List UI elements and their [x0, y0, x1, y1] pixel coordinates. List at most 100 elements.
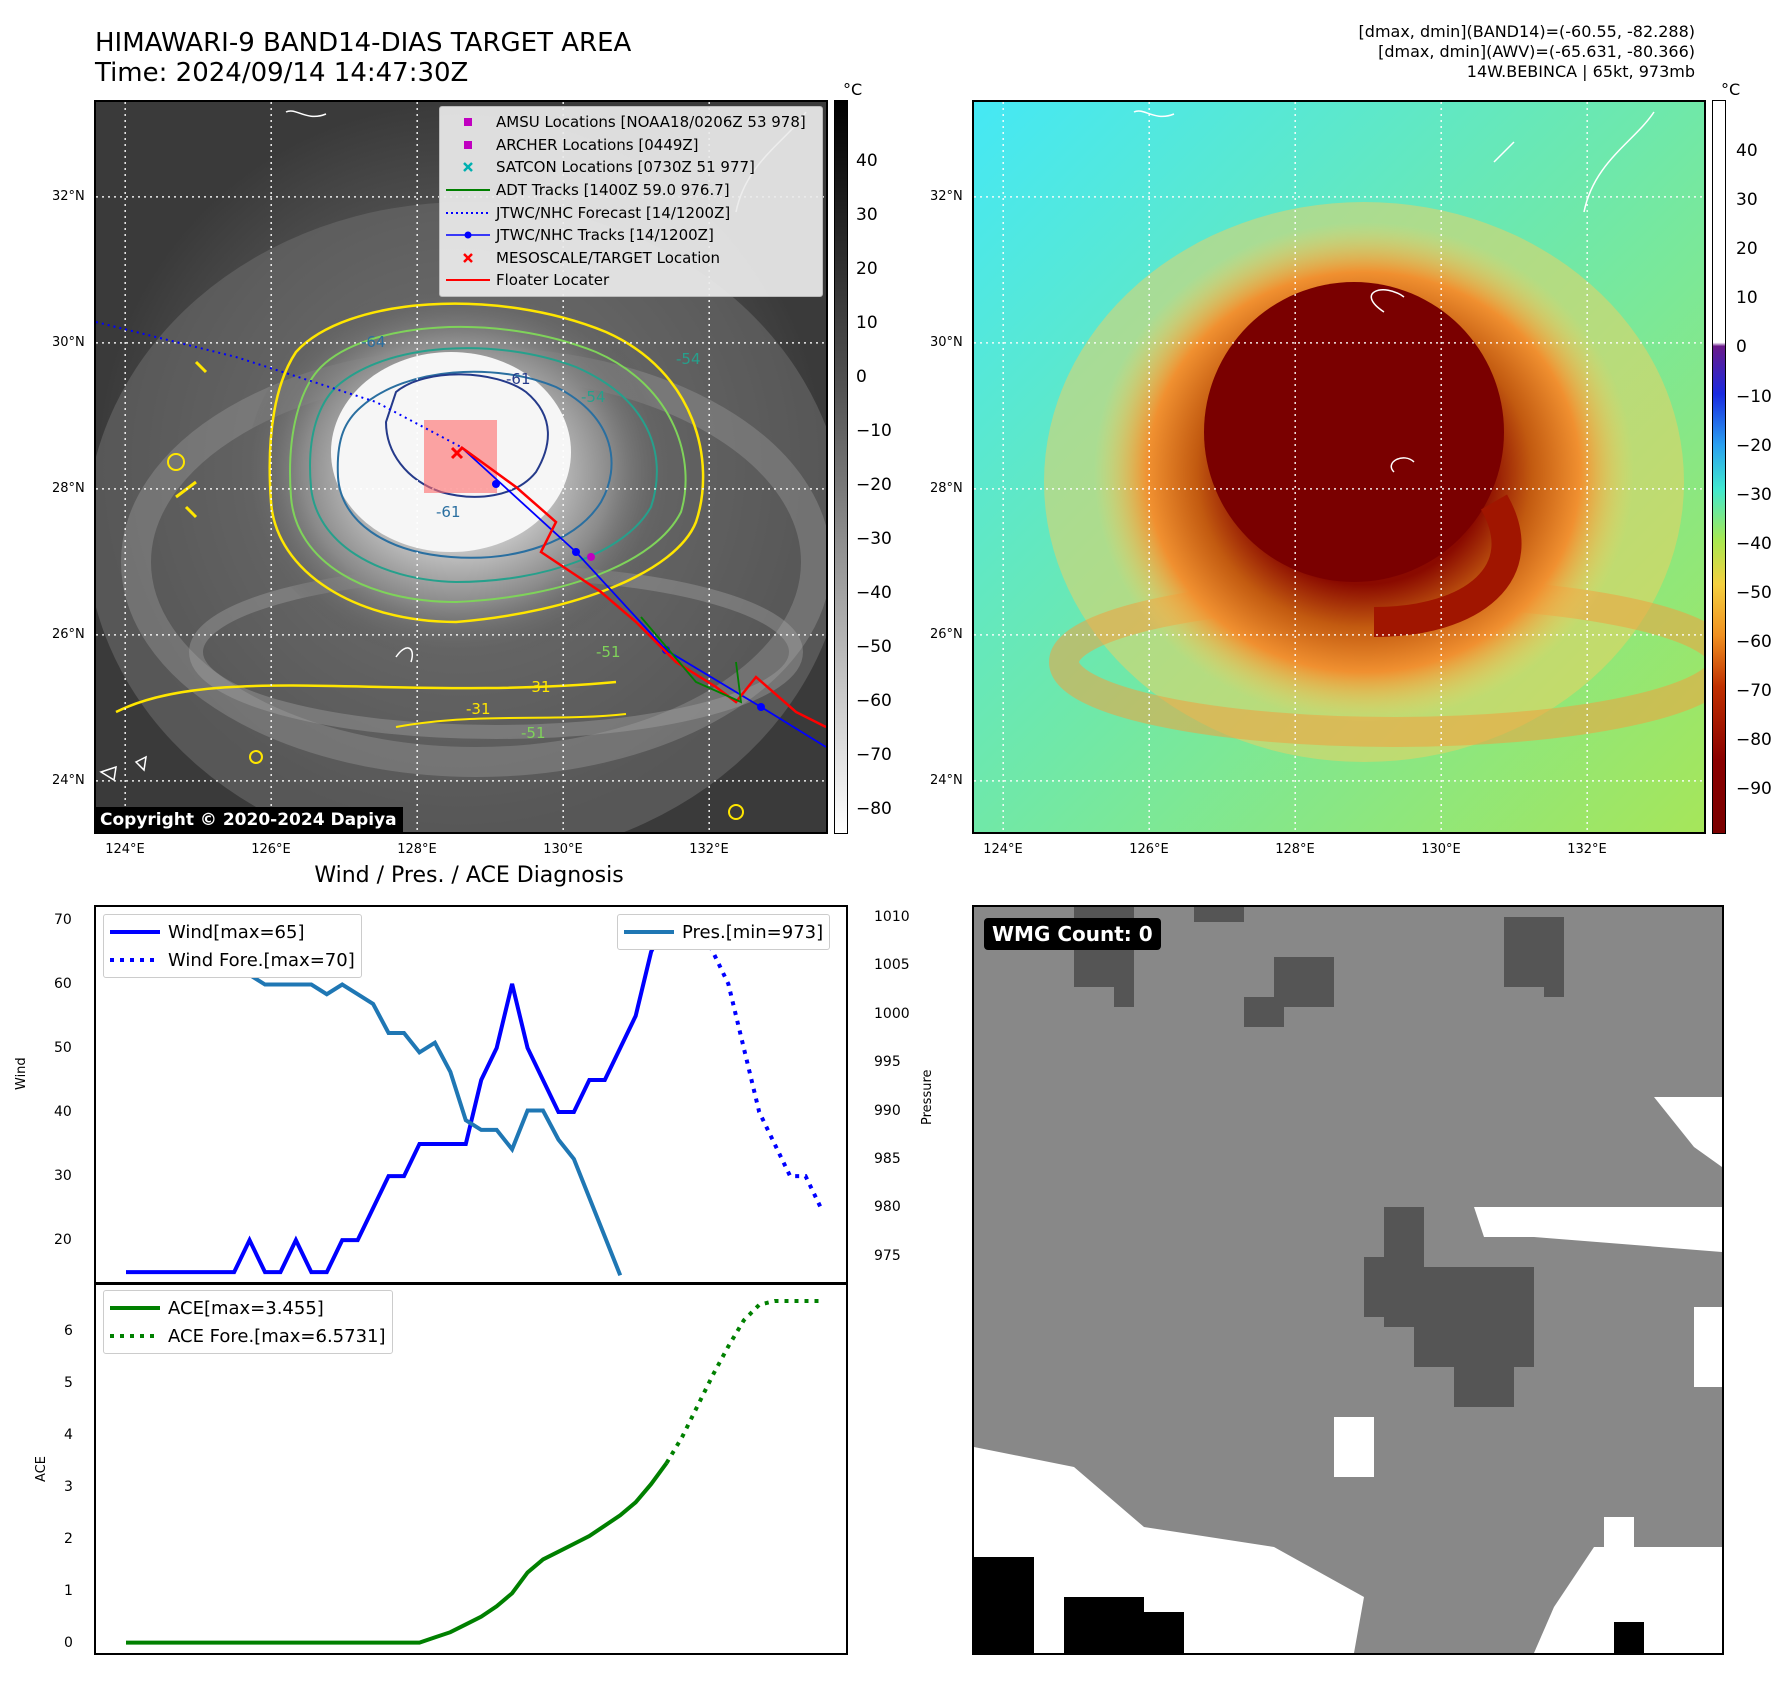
adt-track-line	[640, 616, 743, 704]
awv-lon-tick: 132°E	[1567, 842, 1607, 857]
awv-lat-tick: 32°N	[930, 188, 963, 204]
contour-label: -51	[521, 724, 546, 742]
wmg-count-label: WMG Count: 0	[984, 918, 1161, 950]
awv-cb-tick: 10	[1736, 288, 1758, 309]
contour-label: -31	[526, 678, 551, 696]
awv-cb-tick: −90	[1736, 779, 1772, 800]
ace-tick: 3	[64, 1478, 73, 1495]
ir-cb-tick: −80	[856, 798, 892, 819]
pressure-tick: 990	[874, 1102, 901, 1119]
copyright-label: Copyright © 2020-2024 Dapiya	[94, 807, 403, 833]
legend-label: SATCON Locations [0730Z 51 977]	[496, 158, 755, 177]
jtwc-track-points	[492, 480, 765, 711]
dotted-line-icon	[446, 207, 490, 219]
ir-lon-tick: 126°E	[251, 842, 291, 857]
awv-cb-tick: −10	[1736, 386, 1772, 407]
legend-pres: Pres.[min=973]	[682, 921, 824, 943]
wind-tick: 60	[54, 975, 72, 992]
ir-cb-tick: −70	[856, 744, 892, 765]
map-legend: AMSU Locations [NOAA18/0206Z 53 978] ARCH…	[439, 106, 823, 297]
ace-series-line-1	[664, 1298, 821, 1465]
ir-cb-tick: 30	[856, 205, 878, 226]
ir-lon-tick: 132°E	[689, 842, 729, 857]
ir-cb-tick: −60	[856, 690, 892, 711]
legend-wind: Wind[max=65]	[168, 921, 305, 943]
legend-entry: MESOSCALE/TARGET Location	[446, 247, 816, 270]
pressure-legend: Pres.[min=973]	[617, 914, 831, 950]
ir-lat-tick: 24°N	[52, 772, 85, 788]
legend-label: MESOSCALE/TARGET Location	[496, 248, 721, 267]
line-dot-icon	[446, 229, 490, 241]
awv-colorbar-unit: °C	[1721, 80, 1741, 99]
legend-entry: JTWC/NHC Forecast [14/1200Z]	[446, 201, 816, 224]
ir-colorbar	[834, 100, 848, 834]
legend-label: AMSU Locations [NOAA18/0206Z 53 978]	[496, 113, 806, 132]
pressure-tick: 1005	[874, 957, 910, 974]
jtwc-forecast-line	[96, 321, 462, 448]
info-awv: [dmax, dmin](AWV)=(-65.631, -80.366)	[1378, 42, 1695, 61]
chart-title: HIMAWARI-9 BAND14-DIAS TARGET AREA	[95, 28, 632, 58]
awv-cb-tick: 40	[1736, 141, 1758, 162]
wind-tick: 20	[54, 1232, 72, 1249]
pressure-tick: 980	[874, 1199, 901, 1216]
solid-line-icon	[446, 184, 490, 196]
chart-time: Time: 2024/09/14 14:47:30Z	[95, 58, 469, 88]
legend-entry: ARCHER Locations [0449Z]	[446, 134, 816, 157]
contour-label: -31	[466, 700, 491, 718]
wind-tick: 50	[54, 1039, 72, 1056]
awv-cb-tick: 30	[1736, 190, 1758, 211]
info-storm: 14W.BEBINCA | 65kt, 973mb	[1466, 62, 1695, 81]
info-band14: [dmax, dmin](BAND14)=(-60.55, -82.288)	[1358, 22, 1695, 41]
contour-51	[289, 325, 687, 604]
solid-line-icon	[446, 274, 490, 286]
legend-entry: AMSU Locations [NOAA18/0206Z 53 978]	[446, 111, 816, 134]
awv-lon-tick: 126°E	[1129, 842, 1169, 857]
legend-entry: ADT Tracks [1400Z 59.0 976.7]	[446, 179, 816, 202]
awv-lon-tick: 130°E	[1421, 842, 1461, 857]
floater-track-line	[460, 445, 826, 729]
square-marker-icon	[446, 139, 490, 151]
legend-ace-fore: ACE Fore.[max=6.5731]	[168, 1325, 386, 1347]
contour-label: -54	[581, 388, 606, 406]
series-line-0	[126, 918, 669, 1275]
ace-series-line-0	[126, 1461, 669, 1645]
ir-cb-tick: −40	[856, 582, 892, 603]
awv-cb-tick: −60	[1736, 632, 1772, 653]
ir-cb-tick: −10	[856, 421, 892, 442]
awv-cb-tick: 0	[1736, 337, 1747, 358]
ir-map-panel: -64 -61 -54 -54 -51 -31 -31 -61 -51	[94, 100, 828, 834]
ir-cb-tick: 40	[856, 151, 878, 172]
ace-tick: 1	[64, 1582, 73, 1599]
awv-lon-tick: 124°E	[983, 842, 1023, 857]
awv-lat-tick: 28°N	[930, 480, 963, 496]
ace-chart	[94, 1282, 848, 1655]
wind-tick: 30	[54, 1168, 72, 1185]
wmg-panel	[972, 905, 1724, 1655]
pressure-axis-label: Pressure	[920, 1069, 935, 1125]
ir-cb-tick: −20	[856, 475, 892, 496]
square-marker-icon	[446, 116, 490, 128]
amsu-marker	[587, 553, 595, 561]
x-marker-icon	[446, 252, 490, 264]
diagnosis-title: Wind / Pres. / ACE Diagnosis	[314, 863, 624, 888]
wmg-black-regions	[974, 1557, 1644, 1653]
ace-tick: 4	[64, 1426, 73, 1443]
ir-colorbar-unit: °C	[843, 80, 863, 99]
ace-tick: 5	[64, 1374, 73, 1391]
ir-lon-tick: 128°E	[397, 842, 437, 857]
awv-cb-tick: −30	[1736, 484, 1772, 505]
x-marker-icon	[446, 161, 490, 173]
awv-cb-tick: −70	[1736, 681, 1772, 702]
awv-cb-tick: 20	[1736, 239, 1758, 260]
series-line-1	[666, 917, 823, 1209]
awv-map-panel	[972, 100, 1706, 834]
wind-tick: 40	[54, 1104, 72, 1121]
contour-31	[268, 302, 705, 624]
ir-lat-tick: 28°N	[52, 480, 85, 496]
pressure-tick: 985	[874, 1151, 901, 1167]
ace-legend: ACE[max=3.455] ACE Fore.[max=6.5731]	[103, 1290, 393, 1354]
ir-lon-tick: 124°E	[105, 842, 145, 857]
ace-tick: 6	[64, 1322, 73, 1339]
legend-label: ADT Tracks [1400Z 59.0 976.7]	[496, 181, 730, 200]
ir-lon-tick: 130°E	[543, 842, 583, 857]
